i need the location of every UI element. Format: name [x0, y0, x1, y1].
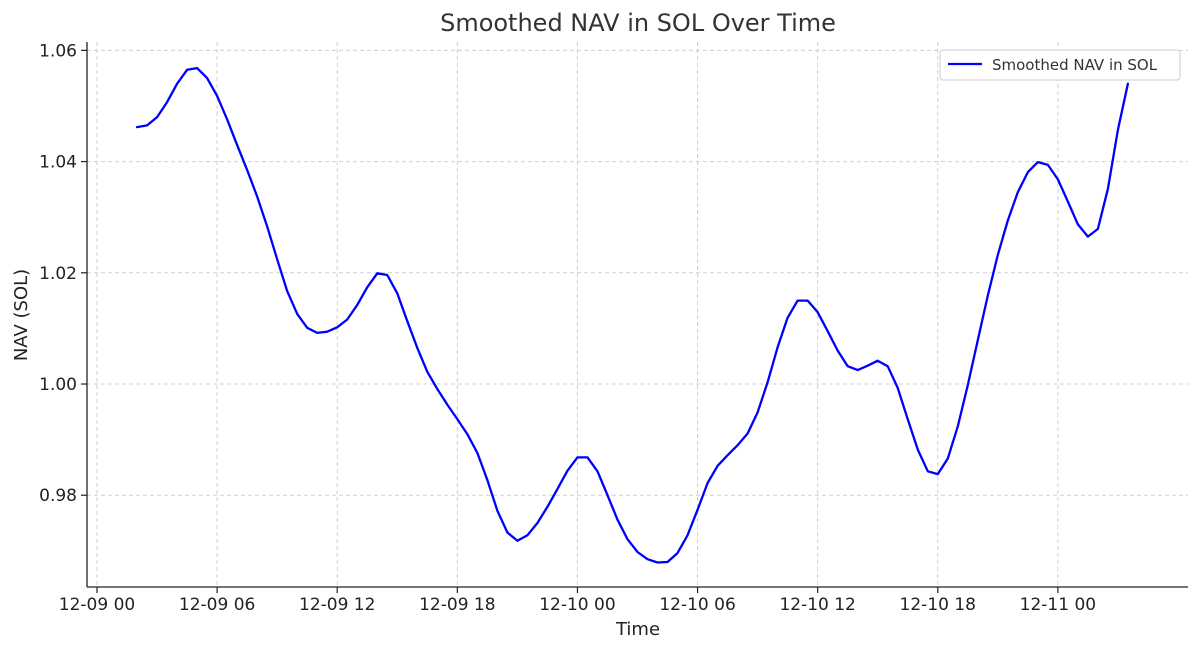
x-tick-label: 12-10 00 [539, 595, 615, 615]
legend-label: Smoothed NAV in SOL [992, 56, 1158, 74]
plot-axes [86, 42, 1188, 588]
y-tick-label: 1.06 [39, 41, 77, 61]
x-tick-label: 12-09 06 [179, 595, 255, 615]
y-tick-label: 1.02 [39, 264, 77, 284]
legend: Smoothed NAV in SOL [939, 49, 1181, 81]
x-axis-ticks: 12-09 00 12-09 06 12-09 12 12-09 18 12-10 00… [59, 587, 1096, 615]
x-tick-label: 12-11 00 [1020, 595, 1096, 615]
x-tick-label: 12-10 12 [779, 595, 855, 615]
chart-title: Smoothed NAV in SOL Over Time [440, 9, 836, 37]
y-tick-label: 0.98 [39, 486, 77, 506]
x-tick-label: 12-09 12 [299, 595, 375, 615]
x-axis-title: Time [615, 619, 660, 640]
x-tick-label: 12-09 18 [419, 595, 495, 615]
y-axis-ticks: 0.98 1.00 1.02 1.04 1.06 [39, 41, 87, 506]
y-tick-label: 1.04 [39, 153, 77, 173]
x-tick-label: 12-10 18 [900, 595, 976, 615]
x-tick-label: 12-10 06 [659, 595, 735, 615]
x-tick-label: 12-09 00 [59, 595, 135, 615]
y-tick-label: 1.00 [39, 375, 77, 395]
legend-box [939, 49, 1181, 81]
series-line-smoothed-nav [135, 66, 1130, 564]
y-axis-title: NAV (SOL) [11, 269, 32, 361]
